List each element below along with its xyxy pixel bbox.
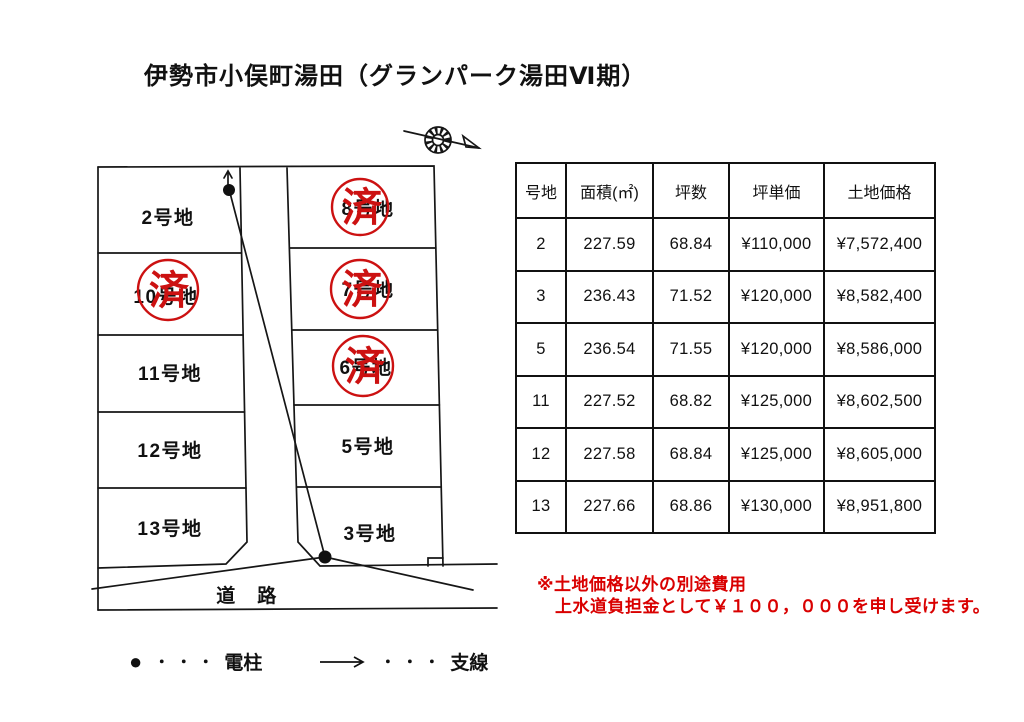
plot-label-6: 6号地 — [339, 356, 392, 379]
table-cell: 11 — [515, 374, 567, 429]
table-cell: 13 — [515, 479, 567, 534]
plot-label-11: 11号地 — [138, 362, 202, 385]
utility-pole-icon: ● — [129, 648, 143, 674]
page-title: 伊勢市小俣町湯田（グランパーク湯田Ⅵ期） — [144, 63, 647, 90]
note-line-1: ※土地価格以外の別途費用 — [537, 575, 747, 594]
table-cell: 227.52 — [565, 374, 654, 429]
plot-label-10: 10号地 — [133, 285, 198, 308]
table-cell: ¥130,000 — [728, 479, 825, 534]
plot-label-8: 8号地 — [341, 197, 394, 220]
sold-stamp-8: 済 — [330, 177, 390, 237]
table-cell: 71.55 — [652, 322, 730, 377]
table-cell: ¥110,000 — [728, 217, 825, 272]
table-header-cell: 土地価格 — [823, 162, 936, 219]
svg-text:済: 済 — [345, 345, 386, 389]
table-row: 3 236.43 71.52 ¥120,000 ¥8,582,400 — [515, 269, 936, 324]
road-label: 道 路 — [216, 584, 278, 607]
table-header-cell: 坪単価 — [728, 162, 825, 219]
table-cell: 5 — [515, 322, 567, 377]
plot-label-7: 7号地 — [341, 278, 394, 301]
table-header-row: 号地 面積(㎡) 坪数 坪単価 土地価格 — [515, 162, 936, 219]
map-legend: ● ・・・ 電柱 ・・・ 支線 — [129, 648, 488, 675]
table-cell: 227.58 — [565, 427, 654, 482]
table-cell: 68.86 — [652, 479, 730, 534]
table-cell: ¥8,951,800 — [823, 479, 936, 534]
plot-label-13: 13号地 — [137, 517, 202, 540]
extra-cost-note: ※土地価格以外の別途費用 上水道負担金として￥１００，０００を申し受けます。 — [537, 574, 990, 618]
sold-stamp-7: 済 — [329, 258, 391, 320]
table-cell: ¥120,000 — [728, 269, 825, 324]
legend-wire-label: 支線 — [450, 653, 489, 674]
table-header-cell: 号地 — [515, 162, 567, 219]
table-cell: 2 — [515, 217, 567, 272]
table-cell: 68.84 — [652, 217, 730, 272]
table-cell: 12 — [515, 427, 567, 482]
arrow-right-icon — [320, 655, 366, 668]
legend-pole-label: 電柱 — [224, 653, 263, 674]
table-row: 13 227.66 68.86 ¥130,000 ¥8,951,800 — [515, 479, 936, 534]
table-cell: 68.84 — [652, 427, 730, 482]
plot-label-5: 5号地 — [341, 435, 394, 458]
table-cell: 227.66 — [565, 479, 654, 534]
plot-label-2: 2号地 — [141, 206, 194, 229]
table-cell: 3 — [515, 269, 567, 324]
power-lines — [91, 169, 474, 591]
table-cell: ¥8,602,500 — [823, 374, 936, 429]
note-line-2: 上水道負担金として￥１００，０００を申し受けます。 — [555, 597, 991, 616]
table-row: 5 236.54 71.55 ¥120,000 ¥8,586,000 — [515, 322, 936, 377]
north-compass-icon — [403, 126, 482, 154]
table-cell: 236.54 — [565, 322, 654, 377]
price-table: 号地 面積(㎡) 坪数 坪単価 土地価格 2 227.59 68.84 ¥110… — [515, 162, 936, 534]
table-cell: 236.43 — [565, 269, 654, 324]
table-cell: ¥8,586,000 — [823, 322, 936, 377]
table-header-cell: 面積(㎡) — [565, 162, 654, 219]
table-cell: 227.59 — [565, 217, 654, 272]
utility-pole-dot — [223, 184, 235, 196]
table-cell: 71.52 — [652, 269, 730, 324]
svg-text:済: 済 — [342, 268, 383, 312]
table-row: 12 227.58 68.84 ¥125,000 ¥8,605,000 — [515, 427, 936, 482]
table-row: 11 227.52 68.82 ¥125,000 ¥8,602,500 — [515, 374, 936, 429]
legend-dots: ・・・ — [380, 654, 447, 671]
table-cell: ¥125,000 — [728, 374, 825, 429]
plot-boundaries — [97, 165, 498, 611]
table-row: 2 227.59 68.84 ¥110,000 ¥7,572,400 — [515, 217, 936, 272]
table-cell: ¥125,000 — [728, 427, 825, 482]
utility-pole-dot — [318, 550, 332, 564]
plot-label-12: 12号地 — [137, 439, 202, 462]
plot-label-3: 3号地 — [343, 522, 396, 545]
table-header-cell: 坪数 — [652, 162, 730, 219]
legend-dots: ・・・ — [154, 654, 221, 671]
svg-text:済: 済 — [342, 186, 383, 230]
table-cell: ¥8,605,000 — [823, 427, 936, 482]
table-cell: ¥8,582,400 — [823, 269, 936, 324]
table-cell: ¥7,572,400 — [823, 217, 936, 272]
sold-stamp-6: 済 — [331, 334, 395, 398]
svg-text:済: 済 — [149, 269, 190, 313]
sold-stamp-10: 済 — [136, 258, 200, 322]
table-cell: ¥120,000 — [728, 322, 825, 377]
table-cell: 68.82 — [652, 374, 730, 429]
